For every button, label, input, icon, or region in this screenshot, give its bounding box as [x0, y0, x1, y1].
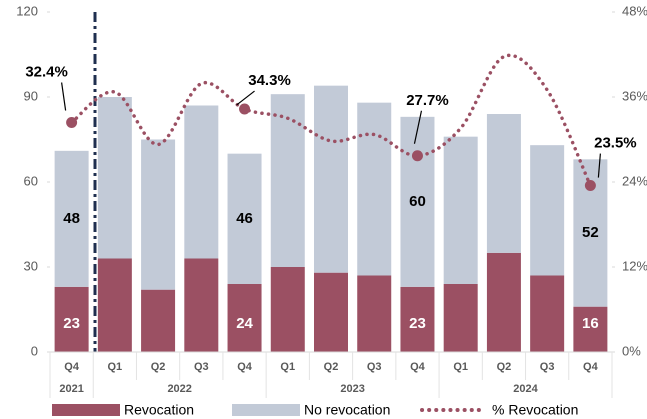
- bar: [184, 105, 219, 259]
- bar-label: 46: [236, 210, 253, 227]
- leader-line: [413, 110, 423, 144]
- bar: [530, 275, 565, 352]
- line-label: 23.5%: [594, 135, 637, 152]
- bars: [54, 85, 608, 352]
- bar-label: 24: [236, 315, 253, 332]
- x-tick-label: Q2: [497, 361, 512, 373]
- x-group-label: 2024: [513, 383, 538, 395]
- x-tick-label: Q1: [280, 361, 295, 373]
- x-tick-label: Q1: [453, 361, 468, 373]
- leader-line: [597, 153, 601, 178]
- y2-tick-label: 24%: [622, 173, 647, 188]
- bar: [400, 286, 435, 352]
- bar: [97, 258, 132, 352]
- y-tick-label: 0: [31, 343, 38, 358]
- bar-label: 48: [63, 210, 80, 227]
- x-group-label: 2021: [59, 383, 83, 395]
- legend-label: No revocation: [304, 402, 390, 418]
- bar: [184, 258, 219, 352]
- x-tick-label: Q3: [367, 361, 382, 373]
- bar-label: 16: [582, 315, 599, 332]
- x-tick-label: Q4: [583, 361, 599, 373]
- bar: [530, 145, 565, 276]
- bar-label: 23: [63, 315, 80, 332]
- y-tick-label: 120: [16, 3, 38, 18]
- leader-line: [236, 90, 255, 106]
- y2-tick-label: 48%: [622, 3, 647, 18]
- line: [69, 53, 593, 188]
- bar: [141, 289, 176, 352]
- x-tick-label: Q4: [64, 361, 80, 373]
- legend-label: Revocation: [124, 402, 194, 418]
- bar-label: 60: [409, 193, 426, 210]
- bar: [97, 97, 132, 259]
- bar: [573, 306, 608, 352]
- line-marker: [411, 150, 423, 162]
- leader-line: [61, 82, 67, 111]
- x-tick-label: Q3: [194, 361, 209, 373]
- bar: [54, 150, 89, 287]
- bar: [141, 139, 176, 290]
- bar-label: 23: [409, 315, 426, 332]
- line-marker: [239, 103, 251, 115]
- line-label: 32.4%: [25, 63, 68, 80]
- bar: [54, 286, 89, 352]
- x-tick-label: Q2: [324, 361, 339, 373]
- bar: [314, 85, 348, 273]
- bar: [486, 114, 521, 253]
- y-tick-label: 90: [24, 88, 38, 103]
- bar: [314, 272, 348, 352]
- y2-tick-label: 12%: [622, 258, 647, 273]
- bar: [486, 252, 521, 352]
- bar: [357, 275, 392, 352]
- y-tick-label: 60: [24, 173, 38, 188]
- y2-tick-label: 36%: [622, 88, 647, 103]
- bar: [270, 267, 305, 352]
- bar: [357, 102, 392, 276]
- bar: [270, 94, 305, 268]
- bar: [443, 136, 478, 284]
- line-label: 27.7%: [406, 92, 449, 109]
- line-label: 34.3%: [248, 72, 291, 89]
- bar: [443, 284, 478, 352]
- legend-label: % Revocation: [492, 402, 578, 418]
- legend-swatch: [52, 404, 120, 416]
- x-tick-label: Q4: [410, 361, 426, 373]
- y2-tick-label: 0%: [622, 343, 641, 358]
- legend-swatch: [232, 404, 300, 416]
- x-tick-label: Q3: [540, 361, 555, 373]
- x-group-label: 2023: [340, 383, 364, 395]
- x-group-label: 2022: [167, 383, 191, 395]
- x-tick-label: Q4: [237, 361, 253, 373]
- bar: [227, 153, 262, 284]
- x-tick-label: Q1: [108, 361, 123, 373]
- bar: [227, 284, 262, 352]
- x-tick-label: Q2: [151, 361, 166, 373]
- line-marker: [584, 180, 596, 192]
- bar-label: 52: [582, 224, 599, 241]
- bar: [400, 116, 435, 287]
- line-marker: [66, 117, 78, 128]
- y-tick-label: 30: [24, 258, 38, 273]
